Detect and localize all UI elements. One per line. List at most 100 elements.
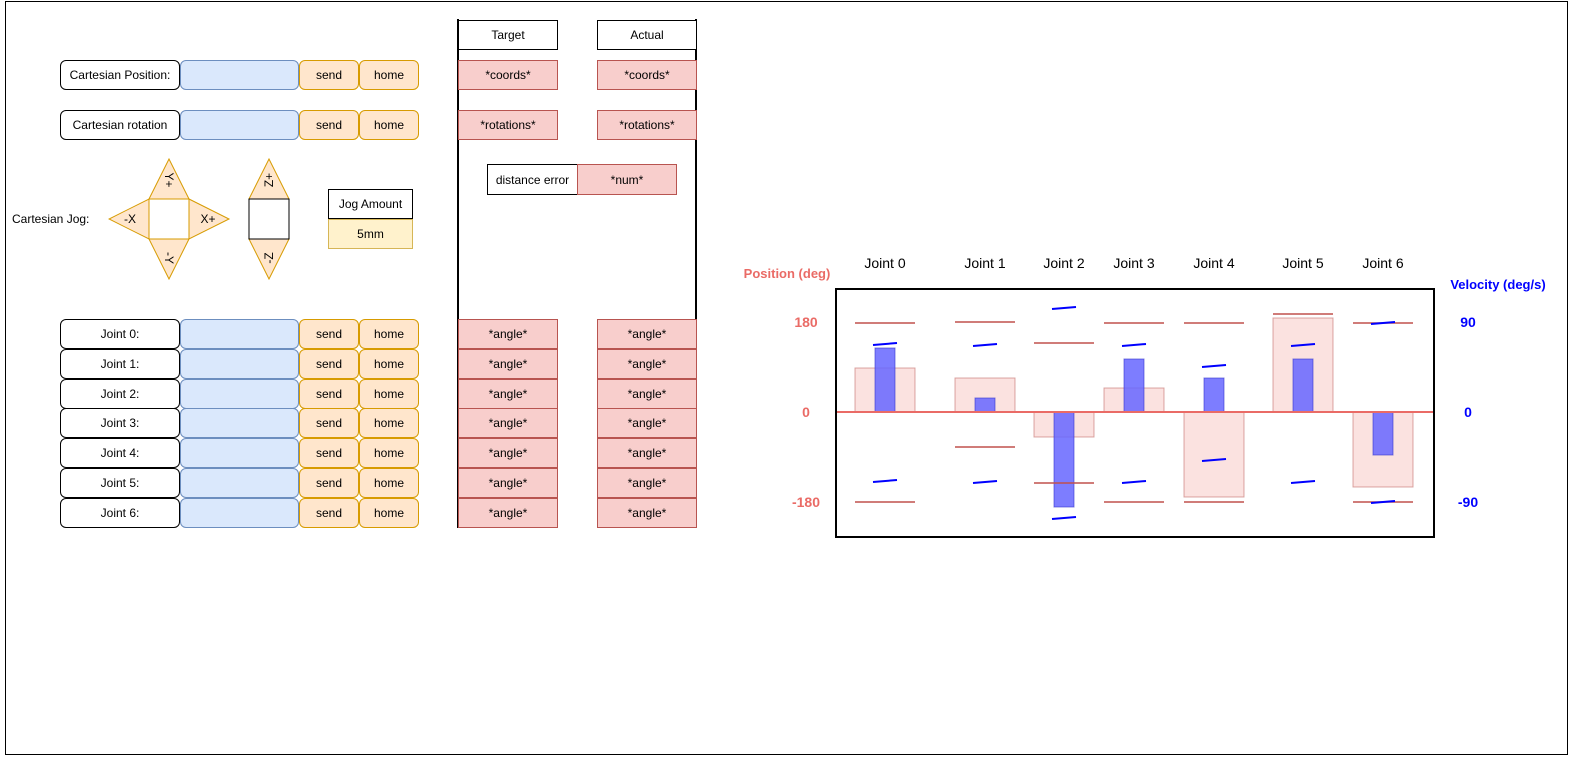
velocity-bar-0 [874,347,896,413]
joint-angle-input-3[interactable] [180,408,299,438]
joint-send-button-4[interactable]: send [299,438,359,468]
velocity-limit-lower-5 [1290,480,1316,484]
joint-target-angle-0: *angle* [458,319,558,349]
joint-target-angle-6: *angle* [458,498,558,528]
joint-send-button-0[interactable]: send [299,319,359,349]
joint-send-button-5[interactable]: send [299,468,359,498]
velocity-bar-3 [1123,358,1145,413]
joint-home-button-5[interactable]: home [359,468,419,498]
joint-home-button-0[interactable]: home [359,319,419,349]
joint-target-angle-1: *angle* [458,349,558,379]
chart-plot-frame [835,288,1435,538]
jog-x-pos-label: X+ [200,212,215,226]
actual-rotations: *rotations* [597,110,697,140]
target-header: Target [458,20,558,50]
joint-angle-input-0[interactable] [180,319,299,349]
joint-target-angle-3: *angle* [458,408,558,438]
joint-home-button-6[interactable]: home [359,498,419,528]
left-axis-tick-0: 180 [794,314,818,330]
joint-home-button-2[interactable]: home [359,379,419,409]
z-jog-pad: Z+ -Z [248,158,290,281]
joint-angle-input-6[interactable] [180,498,299,528]
category-label-0: Joint 0 [864,255,905,271]
joint-label-4: Joint 4: [60,438,180,468]
position-bar-4 [1183,411,1245,498]
velocity-bar-1 [974,397,996,413]
right-axis-tick-2: -90 [1458,494,1478,510]
joint-angle-input-4[interactable] [180,438,299,468]
cartesian-position-input[interactable] [180,60,299,90]
velocity-limit-upper-3 [1121,343,1147,347]
right-axis-tick-0: 90 [1460,314,1476,330]
xy-jog-pad: Y+ -Y -X X+ [108,158,231,281]
joint-target-angle-4: *angle* [458,438,558,468]
category-label-3: Joint 3 [1113,255,1154,271]
category-label-4: Joint 4 [1193,255,1234,271]
joint-actual-angle-2: *angle* [597,379,697,409]
joint-actual-angle-5: *angle* [597,468,697,498]
joint-angle-input-2[interactable] [180,379,299,409]
cartesian-position-home-button[interactable]: home [359,60,419,90]
joint-label-6: Joint 6: [60,498,180,528]
joint-angle-input-1[interactable] [180,349,299,379]
chart-layer: Joint 0 Joint 1 Joint 2 Joint 3 Joint 4 Joint… [792,255,1478,520]
left-axis-tick-2: -180 [792,494,820,510]
jog-z-pos-button[interactable]: Z+ [248,158,290,200]
distance-error-value: *num* [577,164,677,195]
jog-z-neg-label: -Z [262,252,276,263]
xy-jog-center [148,198,190,240]
joint-home-button-1[interactable]: home [359,349,419,379]
z-jog-center [248,198,290,240]
cartesian-rotation-label: Cartesian rotation [60,110,180,140]
joint-home-button-4[interactable]: home [359,438,419,468]
jog-z-pos-label: Z+ [262,173,276,187]
jog-y-pos-label: Y+ [162,172,176,187]
target-rotations: *rotations* [458,110,558,140]
joint-actual-angle-4: *angle* [597,438,697,468]
category-label-5: Joint 5 [1282,255,1323,271]
jog-amount-label: Jog Amount [328,189,413,219]
joint-actual-angle-3: *angle* [597,408,697,438]
table-right-border [695,19,697,528]
velocity-limit-upper-5 [1290,343,1316,347]
joint-home-button-3[interactable]: home [359,408,419,438]
cartesian-jog-label: Cartesian Jog: [12,212,90,226]
joint-send-button-3[interactable]: send [299,408,359,438]
joint-label-2: Joint 2: [60,379,180,409]
target-coords: *coords* [458,60,558,90]
actual-header: Actual [597,20,697,50]
cartesian-rotation-send-button[interactable]: send [299,110,359,140]
velocity-limit-lower-1 [972,480,998,484]
left-axis-label: Position (deg) [744,266,831,281]
joint-label-0: Joint 0: [60,319,180,349]
velocity-limit-lower-6 [1370,500,1396,504]
cartesian-rotation-input[interactable] [180,110,299,140]
joint-actual-angle-0: *angle* [597,319,697,349]
velocity-limit-upper-6 [1370,321,1396,325]
velocity-limit-lower-0 [872,479,898,483]
velocity-bar-6 [1372,411,1394,456]
joint-angle-input-5[interactable] [180,468,299,498]
cartesian-position-send-button[interactable]: send [299,60,359,90]
velocity-bar-2 [1053,411,1075,508]
category-label-6: Joint 6 [1362,255,1403,271]
cartesian-rotation-home-button[interactable]: home [359,110,419,140]
page-frame [5,1,1568,755]
joint-send-button-6[interactable]: send [299,498,359,528]
joint-label-5: Joint 5: [60,468,180,498]
velocity-limit-lower-3 [1121,480,1147,484]
category-label-2: Joint 2 [1043,255,1084,271]
cartesian-position-label: Cartesian Position: [60,60,180,90]
actual-coords: *coords* [597,60,697,90]
category-label-1: Joint 1 [964,255,1005,271]
velocity-limit-lower-4 [1201,458,1227,462]
joint-label-3: Joint 3: [60,408,180,438]
joint-target-angle-5: *angle* [458,468,558,498]
joint-send-button-1[interactable]: send [299,349,359,379]
velocity-limit-upper-2 [1051,306,1077,310]
jog-amount-value[interactable]: 5mm [328,219,413,249]
velocity-limit-lower-2 [1051,516,1077,520]
right-axis-tick-1: 0 [1464,404,1472,420]
velocity-limit-upper-4 [1201,364,1227,368]
